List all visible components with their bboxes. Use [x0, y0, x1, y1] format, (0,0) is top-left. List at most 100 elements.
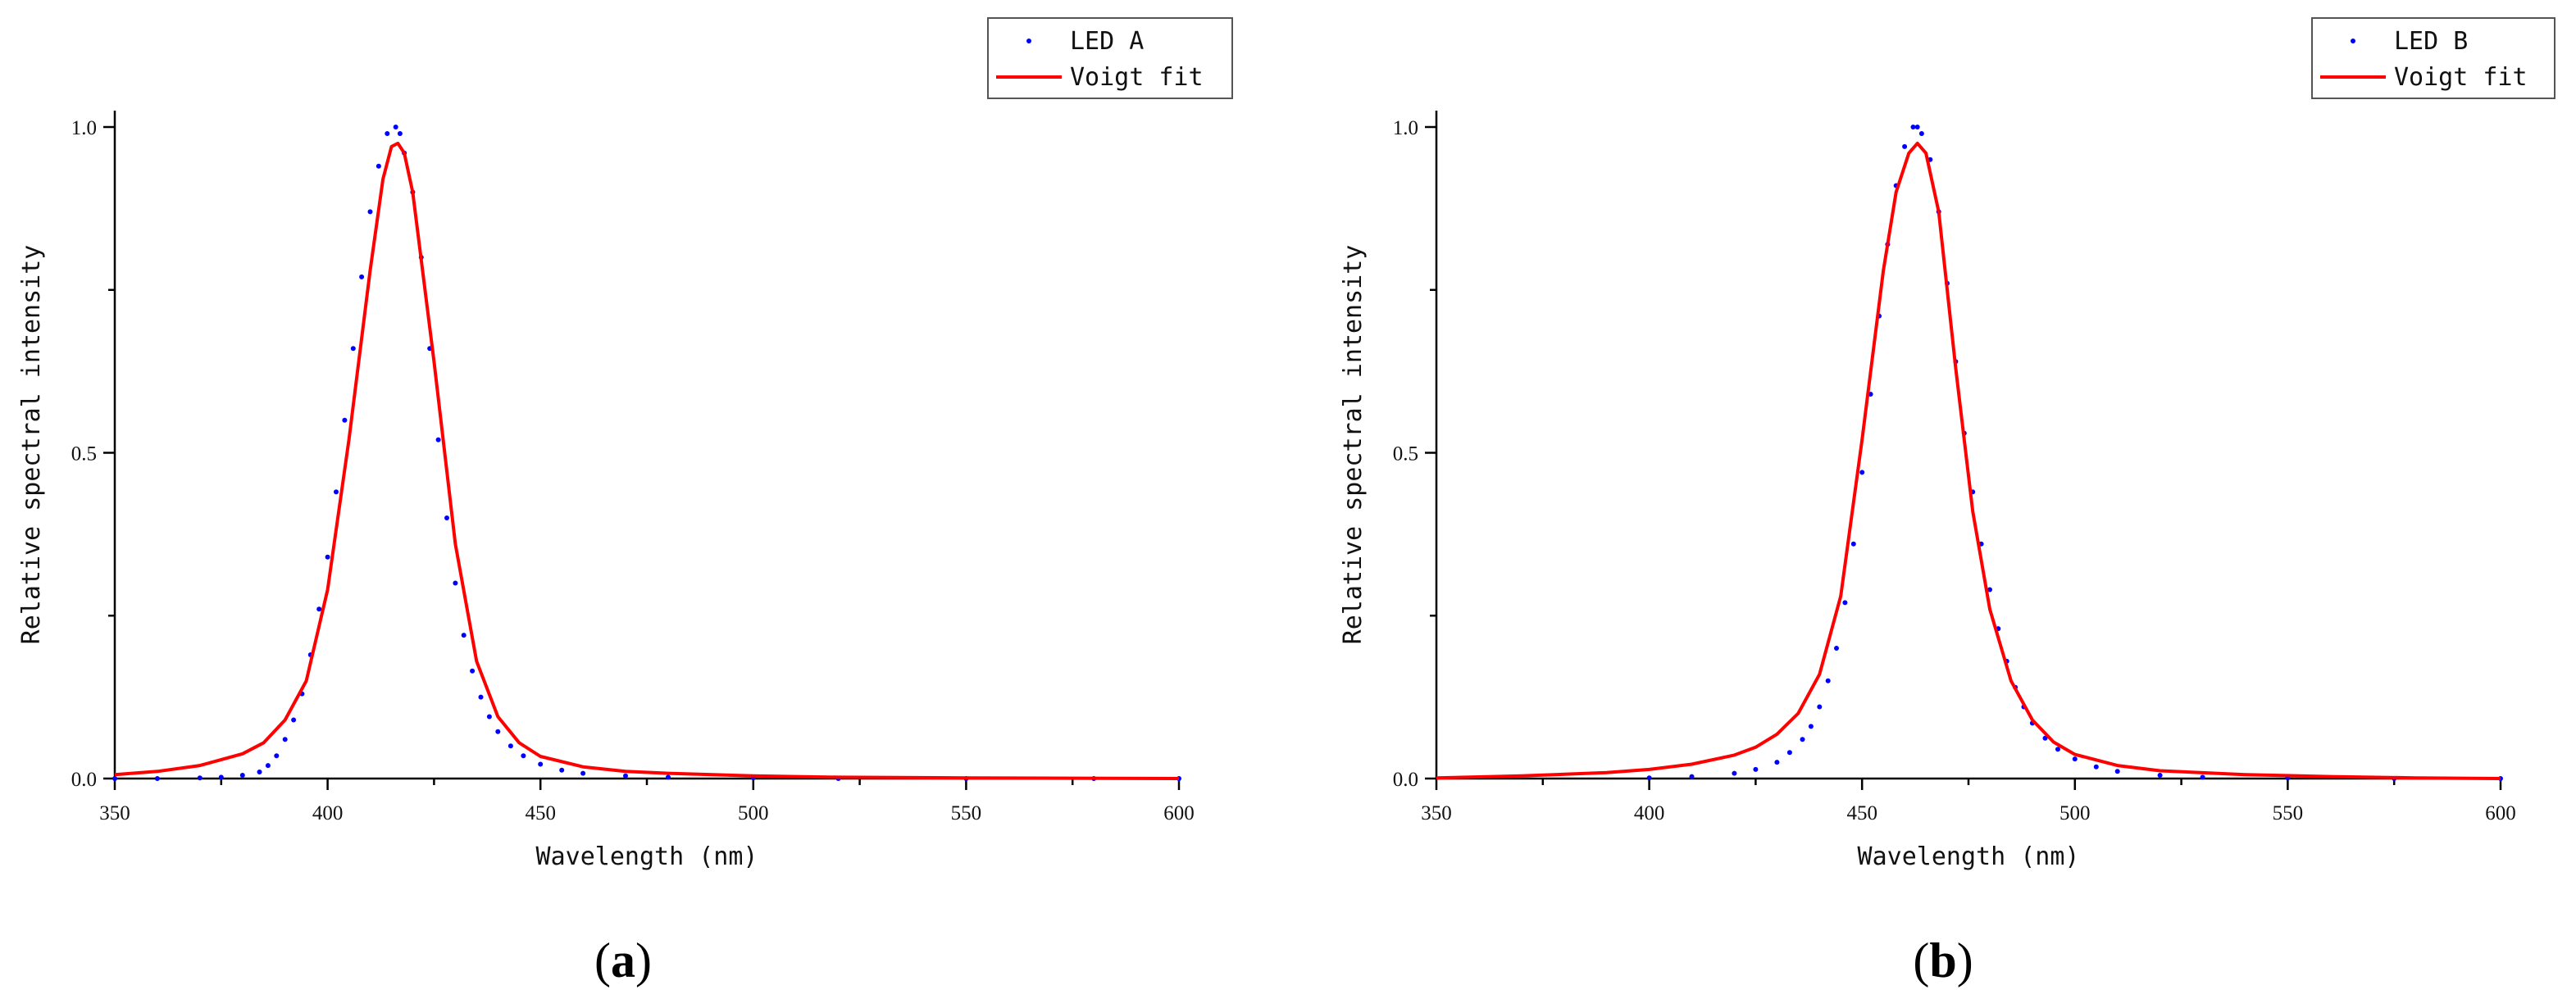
data-point: [274, 753, 280, 759]
data-point: [486, 714, 492, 720]
voigt-fit-line: [1436, 141, 2501, 780]
data-point: [282, 737, 288, 742]
data-point: [2055, 747, 2060, 752]
data-point: [1774, 760, 1780, 765]
legend-label: Voigt fit: [1070, 63, 1204, 92]
y-tick-label: 0.0: [1393, 769, 1418, 791]
data-point: [393, 125, 398, 129]
data-point: [154, 776, 160, 781]
x-tick-label: 350: [99, 802, 130, 824]
x-tick-label: 550: [951, 802, 982, 824]
data-point: [325, 554, 330, 560]
data-point: [666, 774, 671, 780]
x-tick-label: 500: [2059, 802, 2091, 824]
panel-label: (a): [594, 933, 652, 988]
data-point: [1646, 775, 1652, 781]
data-point: [478, 694, 484, 700]
data-point: [559, 767, 565, 773]
data-point: [316, 606, 322, 612]
data-point: [197, 775, 203, 781]
voigt-fit-line: [114, 141, 1180, 780]
legend-point-swatch: [2351, 39, 2355, 43]
data-point: [1910, 125, 1916, 129]
data-point: [1817, 704, 1823, 710]
data-point: [239, 773, 245, 778]
data-point: [1786, 750, 1792, 756]
data-point: [1842, 600, 1848, 606]
data-point: [385, 131, 390, 136]
data-point: [435, 437, 441, 443]
y-tick-label: 1.0: [1393, 117, 1418, 139]
x-tick-label: 600: [1163, 802, 1195, 824]
x-tick-label: 550: [2273, 802, 2304, 824]
panel-label: (b): [1913, 933, 1973, 988]
legend-label: LED A: [1070, 27, 1144, 56]
legend-label: LED B: [2394, 27, 2468, 56]
data-point: [2200, 774, 2205, 780]
y-tick-label: 0.0: [71, 769, 97, 791]
data-point: [397, 131, 403, 136]
data-point: [1834, 646, 1839, 651]
legend-label: Voigt fit: [2394, 63, 2528, 92]
x-tick-label: 600: [2485, 802, 2516, 824]
data-point: [2072, 756, 2078, 762]
series-fit-line: [114, 141, 1180, 780]
data-point: [1689, 774, 1695, 779]
x-tick-label: 450: [1846, 802, 1877, 824]
x-tick-label: 400: [1634, 802, 1665, 824]
data-point: [470, 668, 476, 674]
data-point: [1732, 770, 1737, 776]
y-tick-label: 1.0: [71, 117, 97, 139]
data-point: [342, 417, 348, 423]
series-data-points: [1646, 125, 2503, 781]
panel-a: 350 400 450 500 550 600 0.0 0.5 1.0 Wavelength (n…: [17, 17, 1233, 988]
x-axis-title: Wavelength (nm): [1858, 842, 2080, 871]
data-point: [1850, 541, 1856, 547]
data-point: [367, 209, 373, 215]
data-point: [444, 515, 449, 520]
data-point: [580, 770, 586, 776]
data-point: [521, 753, 526, 759]
x-tick-label: 350: [1421, 802, 1452, 824]
data-point: [265, 763, 271, 769]
data-point: [623, 773, 628, 779]
data-point: [1825, 678, 1831, 683]
legend-frame: [2311, 17, 2556, 99]
data-point: [538, 761, 544, 767]
x-tick-label: 400: [312, 802, 344, 824]
series-fit-line: [1436, 141, 2501, 780]
data-point: [507, 743, 513, 749]
x-tick-label: 450: [525, 802, 556, 824]
data-point: [1918, 131, 1924, 136]
legend: LED A Voigt fit: [987, 17, 1233, 99]
panel-letter: b: [1929, 933, 1956, 988]
data-point: [453, 580, 458, 586]
data-point: [334, 489, 339, 495]
data-point: [461, 633, 467, 638]
data-point: [1808, 724, 1814, 729]
y-tick-label: 0.5: [71, 443, 97, 465]
data-point: [2114, 769, 2120, 774]
y-tick-label: 0.5: [1393, 443, 1418, 465]
data-point: [291, 717, 297, 723]
data-point: [1800, 737, 1805, 742]
legend: LED B Voigt fit: [2311, 17, 2556, 99]
panel-b: 350 400 450 500 550 600 0.0 0.5 1.0 Wavelength (n…: [1339, 17, 2556, 988]
data-point: [1987, 587, 1992, 593]
legend-point-swatch: [1026, 39, 1031, 43]
data-point: [257, 770, 262, 774]
data-point: [350, 346, 356, 352]
x-tick-label: 500: [738, 802, 769, 824]
data-point: [495, 729, 501, 734]
y-axis-title: Relative spectral intensity: [17, 245, 46, 645]
legend-frame: [987, 17, 1233, 99]
panel-letter: a: [611, 933, 635, 988]
data-point: [112, 776, 117, 781]
x-axis-title: Wavelength (nm): [536, 842, 758, 871]
data-point: [1753, 766, 1759, 772]
data-point: [1902, 143, 1908, 149]
y-axis-title: Relative spectral intensity: [1339, 245, 1368, 645]
data-point: [1914, 125, 1920, 129]
data-point: [359, 274, 365, 279]
